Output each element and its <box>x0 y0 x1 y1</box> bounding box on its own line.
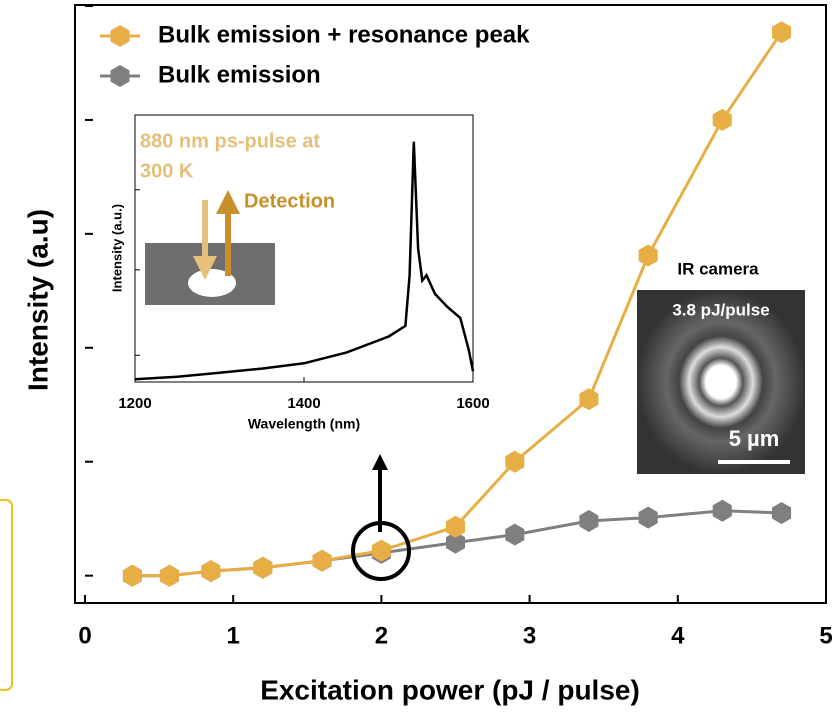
edge-box <box>0 500 12 690</box>
marker <box>772 502 791 524</box>
marker <box>201 560 220 582</box>
annotation: IR camera <box>677 259 759 278</box>
legend-label: Bulk emission + resonance peak <box>158 21 530 48</box>
marker <box>639 507 658 529</box>
x-tick-label: 3 <box>523 622 536 649</box>
marker <box>639 245 658 267</box>
x-tick-label: 1400 <box>287 395 320 412</box>
x-tick-label: 5 <box>819 622 832 649</box>
y-axis-title: Intensity (a.u) <box>22 209 53 391</box>
annotation: 3.8 pJ/pulse <box>672 300 769 319</box>
annotation: 5 µm <box>729 426 780 451</box>
x-tick-label: 1 <box>227 622 240 649</box>
x-tick-label: 1200 <box>118 395 151 412</box>
annotation: 880 nm ps-pulse at <box>140 130 320 152</box>
inset-y-title: Intensity (a.u.) <box>109 204 124 292</box>
marker <box>579 388 598 410</box>
marker <box>713 500 732 522</box>
chart: 0 1 2 3 4 5 Bulk emission + resonance peak Bulk… <box>0 0 839 715</box>
inset-x-title: Wavelength (nm) <box>248 416 360 432</box>
marker <box>160 565 179 587</box>
x-tick-label: 1600 <box>456 395 489 412</box>
page: 0 1 2 3 4 5 Bulk emission + resonance peak Bulk… <box>0 0 839 715</box>
marker <box>123 565 142 587</box>
legend-label: Bulk emission <box>158 61 321 88</box>
legend-marker <box>111 25 130 47</box>
marker <box>505 524 524 546</box>
x-tick-label: 4 <box>671 622 685 649</box>
annotation: 300 K <box>140 160 194 182</box>
marker <box>579 510 598 532</box>
marker <box>253 557 272 579</box>
x-axis-title: Excitation power (pJ / pulse) <box>260 674 640 705</box>
marker <box>313 550 332 572</box>
annotation: Detection <box>244 190 335 212</box>
legend-marker <box>111 65 130 87</box>
x-tick-label: 0 <box>78 622 91 649</box>
x-tick-label: 2 <box>375 622 388 649</box>
